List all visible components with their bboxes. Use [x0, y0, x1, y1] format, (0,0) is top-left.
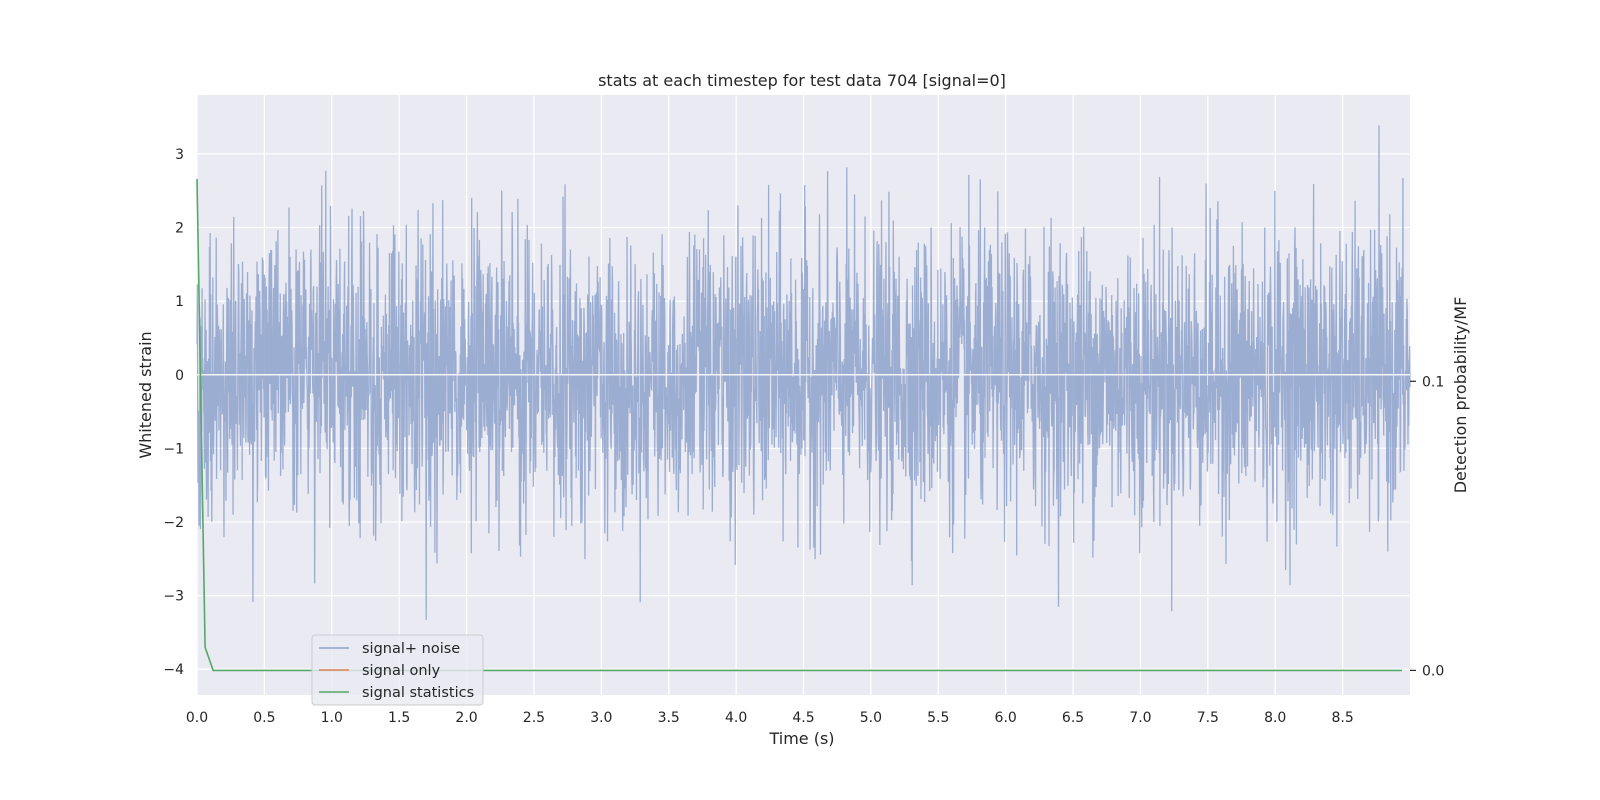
x-tick-label-2: 1.0: [321, 710, 343, 726]
x-axis-ticks: 0.0 0.5 1.0 1.5 2.0 2.5 3.0 3.5 4.0 4.5 5.0 5.5 6.0 6…: [186, 710, 1354, 726]
legend-label-0: signal+ noise: [362, 641, 460, 657]
legend-label-2: signal statistics: [362, 685, 474, 701]
x-tick-label-3: 1.5: [388, 710, 410, 726]
y-axis-label: Whitened strain: [136, 331, 155, 458]
legend: signal+ noise signal only signal statistic…: [311, 634, 484, 706]
y-tick-label-1: −3: [163, 589, 184, 605]
series-line-signal-statistics: [196, 178, 1402, 672]
x-tick-label-11: 5.5: [927, 710, 949, 726]
legend-label-1: signal only: [362, 663, 441, 679]
x-tick-label-4: 2.0: [455, 710, 477, 726]
legend-box: [311, 634, 484, 706]
y2-axis-ticks: 0.0 0.1: [1410, 374, 1444, 679]
x-tick-label-13: 6.5: [1062, 710, 1084, 726]
x-tick-label-1: 0.5: [253, 710, 275, 726]
x-tick-label-17: 8.5: [1331, 710, 1353, 726]
y-tick-label-2: −2: [163, 515, 184, 531]
x-tick-label-9: 4.5: [792, 710, 814, 726]
series-signal-statistics: [196, 178, 1402, 672]
chart-title: stats at each timestep for test data 704…: [598, 71, 1006, 90]
x-tick-label-6: 3.0: [590, 710, 612, 726]
x-tick-label-0: 0.0: [186, 710, 208, 726]
x-tick-label-15: 7.5: [1197, 710, 1219, 726]
y2-tick-label-1: 0.1: [1422, 374, 1444, 390]
y2-tick-label-0: 0.0: [1422, 663, 1444, 679]
x-tick-label-10: 5.0: [860, 710, 882, 726]
y-axis-ticks: −4 −3 −2 −1 0 1 2 3: [163, 147, 184, 678]
y-tick-label-0: −4: [163, 662, 184, 678]
x-tick-label-14: 7.0: [1129, 710, 1151, 726]
y-tick-label-6: 2: [175, 221, 184, 237]
y-tick-label-3: −1: [163, 441, 184, 457]
y-tick-label-5: 1: [175, 294, 184, 310]
y-tick-label-4: 0: [175, 368, 184, 384]
y-tick-label-7: 3: [175, 147, 184, 163]
x-axis-label: Time (s): [768, 729, 834, 748]
x-tick-label-7: 3.5: [658, 710, 680, 726]
x-tick-label-5: 2.5: [523, 710, 545, 726]
x-tick-label-8: 4.0: [725, 710, 747, 726]
y2-axis-label: Detection probability/MF: [1451, 297, 1470, 494]
x-tick-label-16: 8.0: [1264, 710, 1286, 726]
x-tick-label-12: 6.0: [995, 710, 1017, 726]
